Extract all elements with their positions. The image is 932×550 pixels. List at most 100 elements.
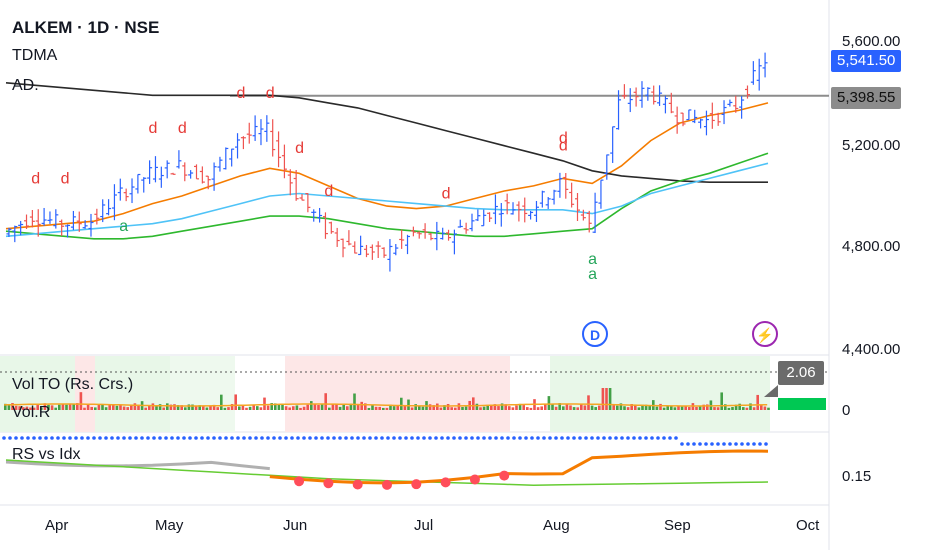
volume-bar [101, 404, 104, 410]
volume-bar [335, 404, 338, 410]
rs-dot [56, 436, 60, 440]
ohlc-bar [311, 209, 317, 222]
rs-dot [38, 436, 42, 440]
ohlc-bar [47, 211, 53, 224]
ohlc-bar [35, 209, 41, 237]
volume-bar [580, 404, 583, 410]
rs-dot [554, 436, 558, 440]
rs-dot [602, 436, 606, 440]
ohlc-bar [586, 210, 592, 233]
ohlc-bar [264, 115, 270, 142]
rs-dot [86, 436, 90, 440]
rs-index-label[interactable]: RS vs Idx [12, 446, 81, 463]
ohlc-bar [217, 156, 223, 172]
ohlc-bar [680, 112, 686, 127]
volume-bar [389, 404, 392, 410]
signal-label: d [61, 170, 70, 187]
volume-bar [230, 404, 234, 410]
ohlc-bar [627, 88, 633, 113]
indicator-tdma-label[interactable]: TDMA [12, 47, 58, 64]
volume-bar [346, 406, 349, 410]
volume-bar [490, 404, 493, 410]
ohlc-bar [328, 221, 334, 234]
volume-bar [299, 407, 302, 410]
rs-dot [92, 436, 96, 440]
ohlc-bar [182, 162, 188, 182]
volume-bar [637, 407, 641, 410]
volume-turnover-label[interactable]: Vol TO (Rs. Crs.) [12, 376, 134, 393]
ohlc-bar [188, 170, 194, 179]
volume-bar [266, 405, 270, 410]
signal-label: a [119, 218, 128, 235]
ohlc-bar [475, 209, 481, 222]
ohlc-bar [750, 61, 756, 85]
volume-bar [745, 407, 749, 410]
rs-dot [476, 436, 480, 440]
ohlc-bar [29, 210, 35, 228]
volume-bar [133, 403, 137, 410]
volume-bar [400, 397, 403, 410]
volume-bar [472, 397, 475, 410]
rs-dot [308, 436, 312, 440]
volume-bar [158, 404, 162, 410]
indicator-ad-label[interactable]: AD. [12, 77, 39, 94]
ohlc-bar [141, 177, 147, 193]
volume-bar [432, 405, 435, 410]
ohlc-bar [539, 190, 545, 208]
price-tick: 4,400.00 [842, 341, 901, 358]
signal-label: d [442, 186, 451, 203]
ohlc-bar [281, 144, 287, 179]
ohlc-bar [440, 227, 446, 240]
volume-bar [277, 404, 281, 410]
dividend-event-icon[interactable]: D [582, 321, 608, 347]
volume-bar [198, 405, 201, 410]
volume-bar [292, 406, 295, 410]
ohlc-bar [657, 85, 663, 106]
volume-bar [673, 407, 677, 410]
volume-bar [479, 407, 482, 410]
price-tick: 5,200.00 [842, 137, 901, 154]
volume-bar [227, 407, 230, 410]
volume-bar [752, 407, 756, 410]
rs-dot [650, 436, 654, 440]
rs-dot [428, 436, 432, 440]
rs-dot [512, 436, 516, 440]
price-tick: 5,600.00 [842, 33, 901, 50]
rs-dot [440, 436, 444, 440]
symbol-title[interactable]: ALKEM · 1D · NSE [12, 18, 160, 37]
ohlc-bar [117, 178, 123, 201]
volume-bar [281, 404, 284, 410]
volume-bar [371, 404, 374, 410]
volume-bar [295, 405, 299, 410]
rs-dot [158, 436, 162, 440]
volume-bar [576, 407, 579, 410]
rs-dot [104, 436, 108, 440]
volume-bar [310, 401, 313, 410]
rs-dot [206, 436, 210, 440]
volume-bar [554, 406, 558, 410]
earnings-event-icon[interactable]: ⚡ [752, 321, 778, 347]
signal-label: d [559, 130, 568, 147]
volume-bar [180, 405, 183, 410]
rs-dot [668, 436, 672, 440]
volume-bar [374, 406, 378, 410]
rs-dot [728, 442, 732, 446]
volume-bar [464, 406, 468, 410]
volume-ratio-label[interactable]: Vol.R [12, 404, 51, 421]
rs-dot [62, 436, 66, 440]
rs-dot [128, 436, 132, 440]
rs-dot [470, 436, 474, 440]
ohlc-bar [434, 221, 440, 251]
volume-bar [493, 404, 497, 410]
rs-dot [680, 442, 684, 446]
volume-bar [659, 403, 662, 410]
volume-bar [763, 406, 767, 410]
volume-bar [245, 407, 248, 410]
volume-bar [72, 403, 75, 410]
rs-dot [368, 436, 372, 440]
ohlc-bar [557, 172, 563, 198]
volume-bar [83, 407, 86, 410]
ohlc-bar [621, 84, 627, 99]
volume-bar [648, 405, 651, 410]
